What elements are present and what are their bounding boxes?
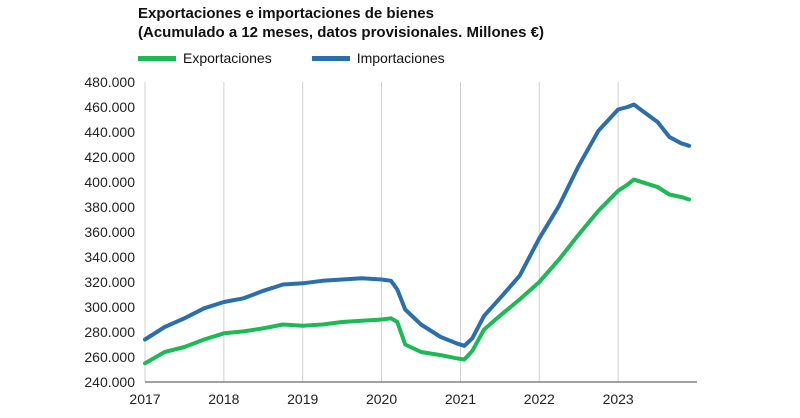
chart-title-block: Exportaciones e importaciones de bienes … <box>138 4 544 42</box>
y-tick-label: 440.000 <box>84 124 135 140</box>
x-tick-label: 2022 <box>524 391 555 407</box>
chart-subtitle: (Acumulado a 12 meses, datos provisional… <box>138 24 544 41</box>
y-tick-label: 460.000 <box>84 99 135 115</box>
legend-label-importaciones: Importaciones <box>356 50 445 66</box>
chart-title: Exportaciones e importaciones de bienes <box>138 5 434 22</box>
legend-swatch-exportaciones <box>138 55 176 61</box>
y-tick-label: 300.000 <box>84 299 135 315</box>
y-tick-label: 420.000 <box>84 149 135 165</box>
series-line-importaciones <box>143 102 692 348</box>
legend-swatch-importaciones <box>311 55 350 61</box>
legend-item-exportaciones: Exportaciones <box>138 50 272 66</box>
y-tick-label: 480.000 <box>84 74 135 90</box>
x-tick-label: 2019 <box>287 391 318 407</box>
y-tick-label: 320.000 <box>84 274 135 290</box>
x-tick-label: 2017 <box>129 391 160 407</box>
chart-legend: Exportaciones Importaciones <box>138 50 485 66</box>
x-tick-label: 2021 <box>445 391 476 407</box>
x-tick-label: 2020 <box>366 391 397 407</box>
x-tick-label: 2018 <box>208 391 239 407</box>
y-tick-label: 280.000 <box>84 324 135 340</box>
y-tick-label: 380.000 <box>84 199 135 215</box>
y-tick-label: 400.000 <box>84 174 135 190</box>
y-tick-label: 240.000 <box>84 374 135 390</box>
legend-item-importaciones: Importaciones <box>311 50 445 66</box>
x-tick-label: 2023 <box>603 391 634 407</box>
y-tick-label: 340.000 <box>84 249 135 265</box>
y-tick-label: 260.000 <box>84 349 135 365</box>
legend-label-exportaciones: Exportaciones <box>183 50 272 66</box>
series-line-exportaciones <box>143 177 692 366</box>
y-tick-label: 360.000 <box>84 224 135 240</box>
